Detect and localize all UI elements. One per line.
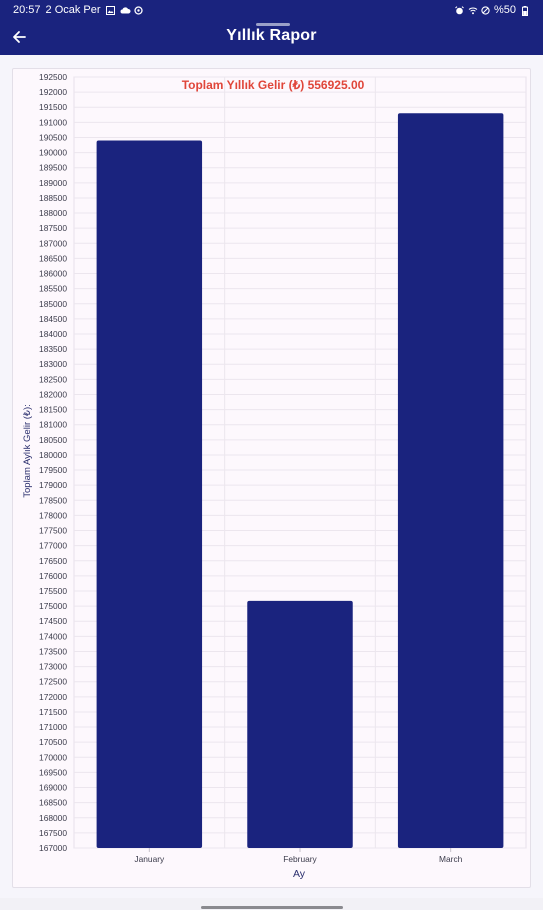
y-tick-label: 177500 — [39, 526, 67, 536]
y-tick-label: 173000 — [39, 662, 67, 672]
y-tick-label: 183500 — [39, 344, 67, 354]
y-tick-label: 178000 — [39, 510, 67, 520]
y-tick-label: 167500 — [39, 828, 67, 838]
status-bar: 20:57 2 Ocak Per %50 — [0, 0, 543, 20]
alarm-icon — [455, 5, 464, 15]
y-tick-label: 190000 — [39, 148, 67, 158]
y-tick-label: 180500 — [39, 435, 67, 445]
y-tick-label: 184000 — [39, 329, 67, 339]
x-tick-label: March — [439, 854, 463, 864]
y-tick-label: 182000 — [39, 389, 67, 399]
status-time: 20:57 — [13, 4, 41, 16]
y-tick-label: 178500 — [39, 495, 67, 505]
y-tick-label: 174500 — [39, 616, 67, 626]
y-tick-label: 182500 — [39, 374, 67, 384]
y-tick-label: 174000 — [39, 631, 67, 641]
y-tick-label: 179000 — [39, 480, 67, 490]
y-tick-label: 189500 — [39, 163, 67, 173]
y-tick-label: 168000 — [39, 813, 67, 823]
back-button[interactable] — [6, 24, 32, 50]
x-tick-label: January — [134, 854, 165, 864]
y-tick-label: 192000 — [39, 87, 67, 97]
y-tick-label: 168500 — [39, 798, 67, 808]
settings-icon — [133, 5, 143, 15]
y-tick-label: 189000 — [39, 178, 67, 188]
y-tick-label: 170500 — [39, 737, 67, 747]
gallery-icon — [105, 5, 115, 15]
content-area: 167000 167500 168000 168500 169000 169500 1700… — [0, 55, 543, 910]
app-bar: Yıllık Rapor — [0, 20, 543, 55]
y-tick-label: 187500 — [39, 223, 67, 233]
bar-february[interactable] — [247, 600, 353, 848]
battery-icon — [520, 5, 529, 16]
y-tick-label: 191500 — [39, 102, 67, 112]
y-tick-label: 181000 — [39, 420, 67, 430]
chart-card: 167000 167500 168000 168500 169000 169500 1700… — [12, 68, 531, 888]
page-title: Yıllık Rapor — [226, 27, 317, 44]
y-tick-label: 181500 — [39, 405, 67, 415]
y-tick-label: 185000 — [39, 299, 67, 309]
battery-level: %50 — [493, 4, 516, 16]
window-drag-handle[interactable] — [256, 23, 290, 26]
y-tick-label: 172500 — [39, 677, 67, 687]
status-date: 2 Ocak Per — [45, 4, 101, 16]
x-axis-label: Ay — [293, 868, 306, 880]
y-tick-label: 187000 — [39, 238, 67, 248]
y-tick-label: 192500 — [39, 72, 67, 82]
y-tick-label: 175500 — [39, 586, 67, 596]
y-axis-label: Toplam Aylık Gelir (₺): — [22, 404, 33, 498]
wifi-icon — [468, 6, 478, 15]
bar-march[interactable] — [397, 113, 504, 848]
y-tick-label: 169000 — [39, 783, 67, 793]
navigation-bar — [0, 898, 543, 910]
y-tick-label: 185500 — [39, 284, 67, 294]
y-tick-label: 186000 — [39, 269, 67, 279]
y-tick-label: 177000 — [39, 541, 67, 551]
y-tick-label: 184500 — [39, 314, 67, 324]
chart-title: Toplam Yıllık Gelir (₺) 556925.00 — [182, 78, 365, 92]
y-tick-label: 191000 — [39, 117, 67, 127]
bar-january[interactable] — [96, 140, 203, 848]
x-tick-label: February — [283, 854, 317, 864]
y-tick-label: 169500 — [39, 767, 67, 777]
y-tick-label: 171000 — [39, 722, 67, 732]
bar-chart: 167000 167500 168000 168500 169000 169500 1700… — [22, 72, 527, 880]
y-tick-label: 170000 — [39, 752, 67, 762]
y-tick-label: 190500 — [39, 132, 67, 142]
dnd-icon — [481, 5, 490, 15]
y-tick-label: 180000 — [39, 450, 67, 460]
y-tick-label: 188500 — [39, 193, 67, 203]
cloud-icon — [120, 6, 131, 15]
y-tick-label: 167000 — [39, 843, 67, 853]
home-gesture-handle[interactable] — [201, 906, 343, 909]
arrow-back-icon — [13, 31, 26, 43]
y-tick-label: 176000 — [39, 571, 67, 581]
y-tick-label: 172000 — [39, 692, 67, 702]
y-tick-label: 171500 — [39, 707, 67, 717]
y-tick-label: 176500 — [39, 556, 67, 566]
y-tick-label: 188000 — [39, 208, 67, 218]
y-tick-label: 175000 — [39, 601, 67, 611]
y-tick-label: 186500 — [39, 253, 67, 263]
y-tick-label: 173500 — [39, 646, 67, 656]
y-tick-label: 183000 — [39, 359, 67, 369]
y-tick-label: 179500 — [39, 465, 67, 475]
